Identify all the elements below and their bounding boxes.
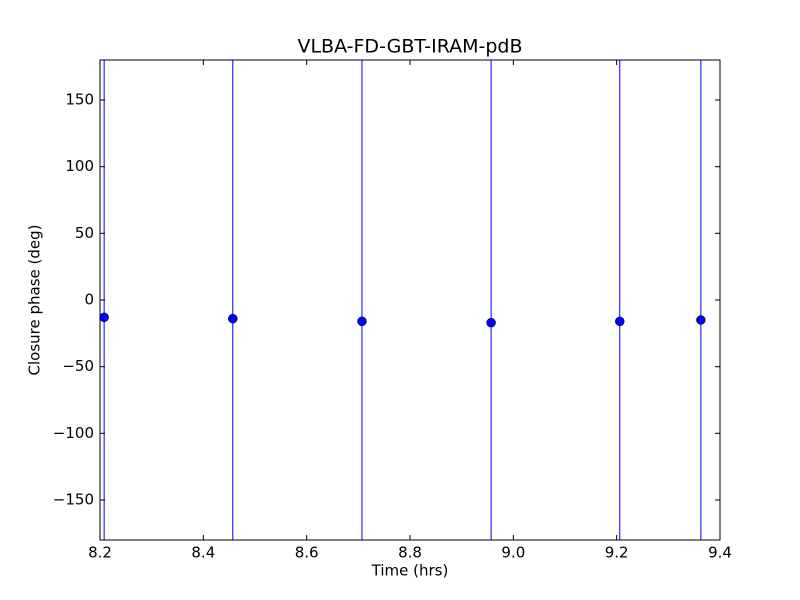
x-tick-label: 8.4 <box>191 544 215 562</box>
point <box>99 312 109 323</box>
point <box>615 316 625 327</box>
y-tick-label: 100 <box>65 157 94 175</box>
y-tick-label: 50 <box>75 224 94 242</box>
axes-frame <box>99 59 721 541</box>
y-tick-label: −50 <box>62 357 94 375</box>
chart-title: VLBA-FD-GBT-IRAM-pdB <box>297 36 522 58</box>
x-tick-label: 9.0 <box>501 544 525 562</box>
point <box>486 317 496 328</box>
y-axis-label: Closure phase (deg) <box>26 225 44 376</box>
y-tick-label: 0 <box>84 291 94 309</box>
x-axis-label: Time (hrs) <box>371 562 449 580</box>
point <box>696 315 706 325</box>
x-tick-label: 9.2 <box>605 544 629 562</box>
x-tick-label: 8.8 <box>398 544 422 562</box>
x-tick-label: 8.2 <box>88 544 112 562</box>
x-tick-label: 9.4 <box>708 544 732 562</box>
y-tick-label: −150 <box>53 491 94 509</box>
point <box>357 316 367 327</box>
y-tick-label: −100 <box>53 424 94 442</box>
y-tick-label: 150 <box>65 91 94 109</box>
x-tick-label: 8.6 <box>295 544 319 562</box>
point <box>228 313 238 324</box>
